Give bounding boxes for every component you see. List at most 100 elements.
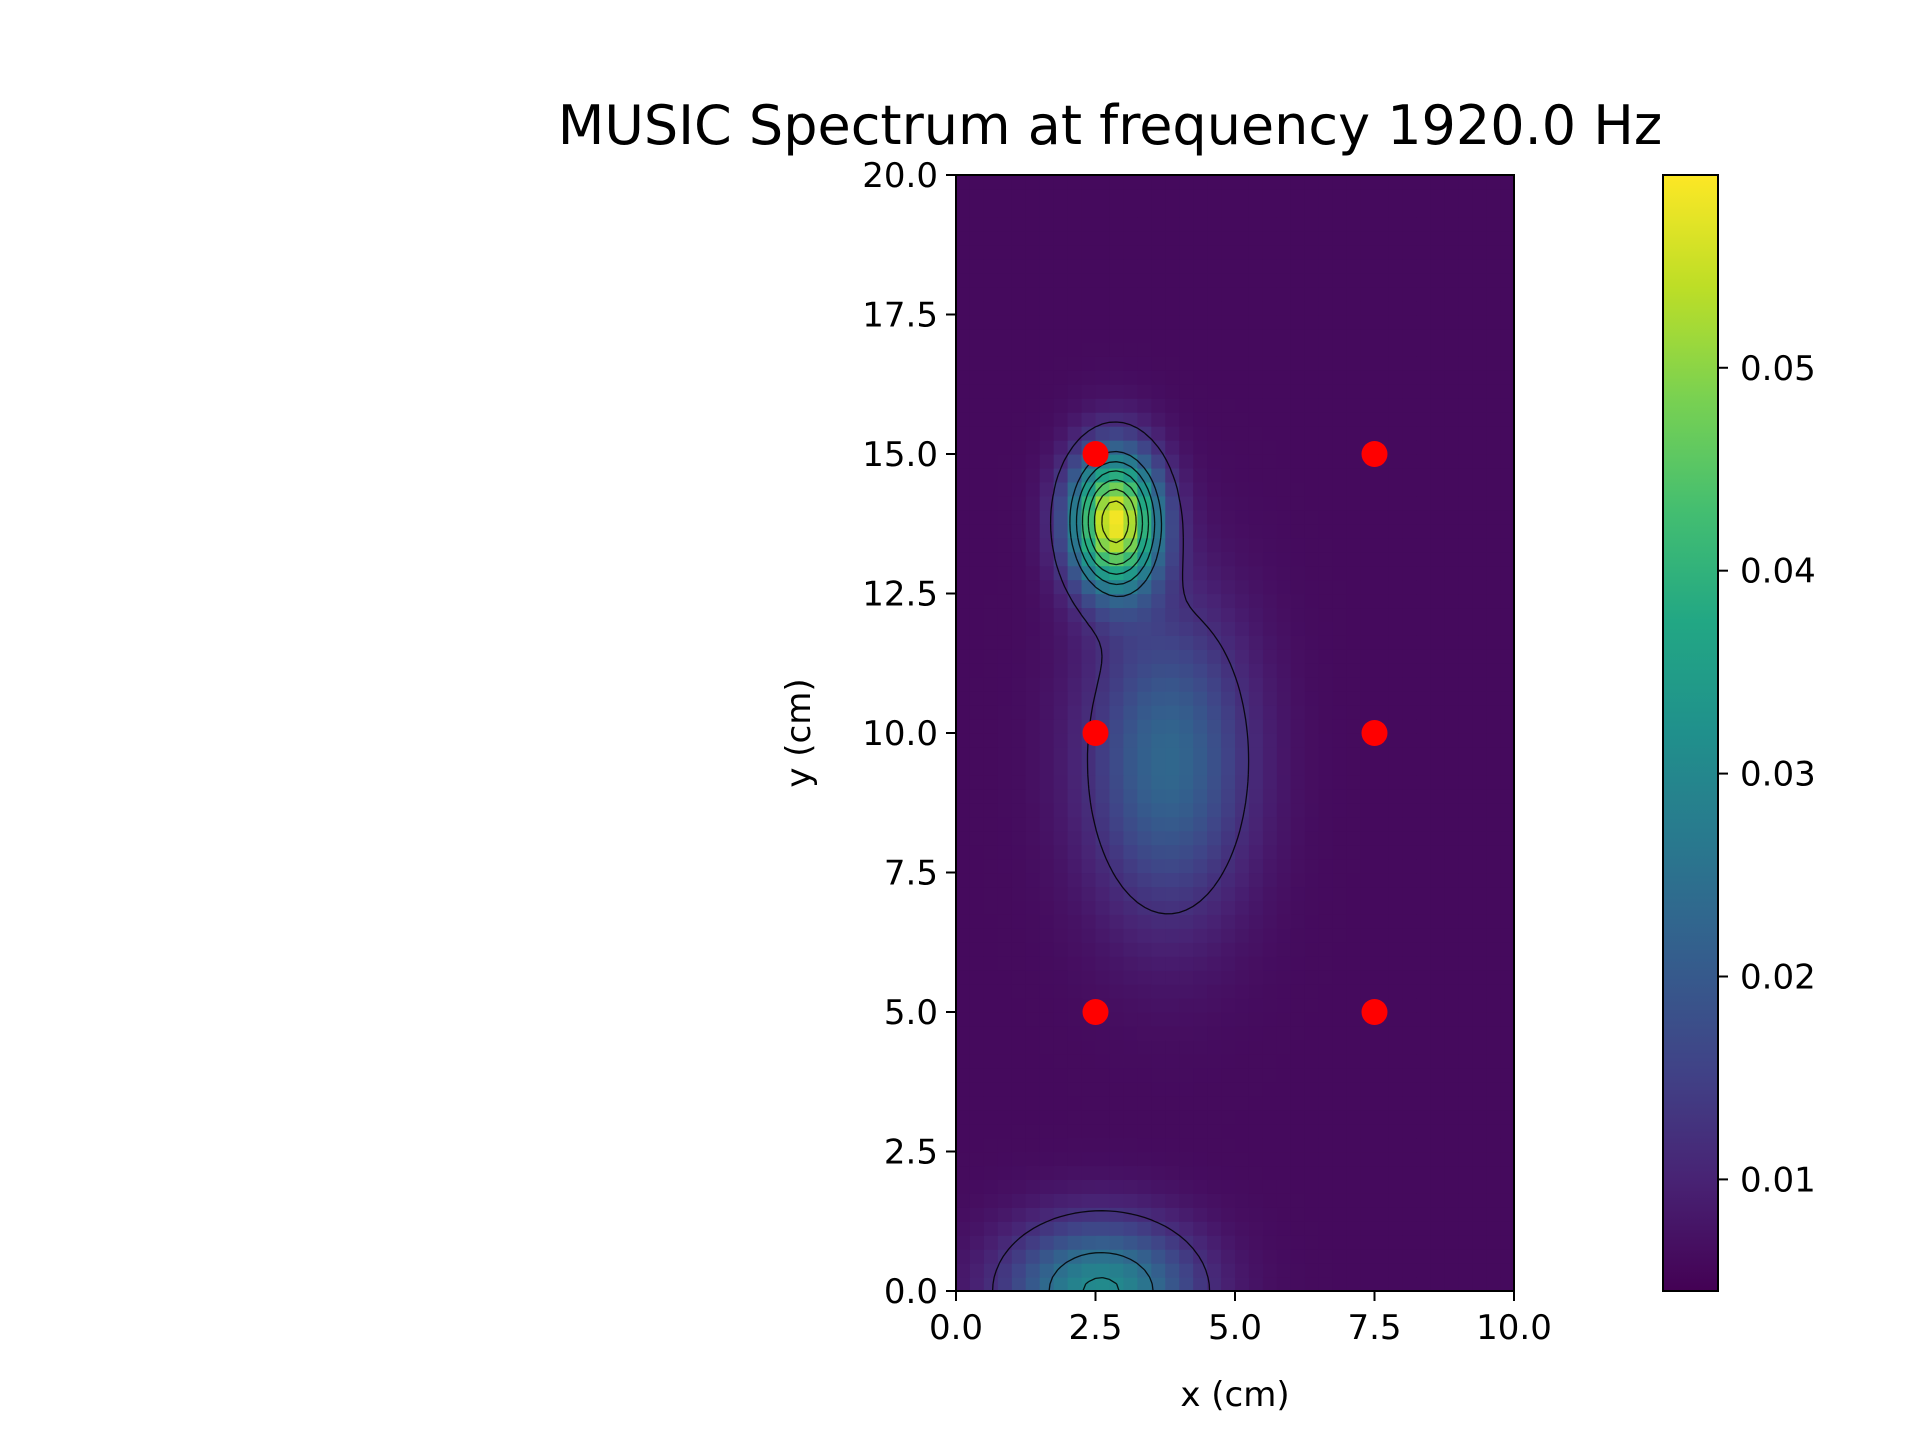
heatmap-cell [1109,858,1124,874]
heatmap-cell [1374,830,1390,846]
heatmap-cell [1318,1012,1334,1027]
heatmap-cell [1332,691,1348,706]
heatmap-cell [1304,412,1320,427]
heatmap-cell [1500,802,1515,818]
heatmap-cell [1374,802,1390,818]
heatmap-cell [1346,314,1362,330]
heatmap-cell [1290,788,1306,804]
heatmap-cell [1360,788,1376,804]
heatmap-cell [1304,886,1320,901]
heatmap-cell [1290,188,1306,204]
heatmap-cell [997,942,1013,957]
heatmap-cell [1081,984,1097,999]
heatmap-cell [1067,286,1083,302]
heatmap-cell [1318,858,1334,874]
heatmap-cell [1123,635,1138,650]
heatmap-cell [1304,1165,1320,1180]
heatmap-cell [1011,342,1027,357]
heatmap-cell [1179,454,1194,469]
heatmap-cell [1444,998,1459,1013]
heatmap-cell [1039,328,1055,343]
heatmap-cell [1332,719,1348,734]
heatmap-cell [1472,844,1487,860]
heatmap-cell [1039,886,1055,901]
heatmap-cell [1262,509,1278,525]
heatmap-cell [1193,1235,1208,1250]
heatmap-cell [1262,1151,1278,1167]
heatmap-cell [983,188,999,204]
heatmap-cell [1290,649,1306,664]
heatmap-cell [1276,956,1292,971]
heatmap-cell [1235,398,1250,413]
heatmap-cell [1346,481,1362,497]
heatmap-cell [1360,621,1376,636]
heatmap-cell [1486,175,1501,190]
heatmap-cell [1151,802,1166,818]
heatmap-cell [1193,858,1208,874]
heatmap-cell [1151,412,1166,427]
heatmap-cell [1151,607,1166,622]
heatmap-cell [956,677,971,692]
heatmap-cell [1416,495,1431,511]
heatmap-cell [1430,314,1445,330]
colorbar [1662,174,1719,1292]
heatmap-cell [1276,175,1292,190]
heatmap-cell [1137,970,1152,985]
heatmap-cell [1472,733,1487,748]
heatmap-cell [1346,649,1362,664]
heatmap-cell [1235,998,1250,1013]
heatmap-cell [1137,300,1152,316]
heatmap-cell [1039,942,1055,957]
heatmap-cell [1430,1151,1445,1167]
heatmap-cell [1374,300,1390,316]
heatmap-cell [1137,1277,1152,1292]
heatmap-cell [1290,1277,1306,1292]
heatmap-cell [1360,914,1376,929]
heatmap-cell [1276,328,1292,343]
heatmap-cell [1081,705,1097,720]
heatmap-cell [1402,1235,1417,1250]
heatmap-cell [1123,188,1138,204]
heatmap-cell [1025,802,1041,818]
heatmap-cell [1207,1081,1222,1097]
heatmap-cell [1444,1151,1459,1167]
heatmap-cell [1151,928,1166,943]
heatmap-cell [1179,733,1194,748]
heatmap-cell [1388,1039,1403,1055]
heatmap-cell [1193,1179,1208,1194]
heatmap-cell [1500,440,1515,455]
heatmap-cell [1067,635,1083,650]
heatmap-cell [1290,523,1306,539]
heatmap-cell [1095,565,1111,581]
heatmap-cell [1039,705,1055,720]
heatmap-cell [1290,370,1306,385]
heatmap-cell [1179,1081,1194,1097]
heatmap-cell [1304,565,1320,581]
heatmap-cell [1416,202,1431,218]
heatmap-cell [1151,1081,1166,1097]
heatmap-cell [1011,216,1027,232]
heatmap-cell [1332,774,1348,790]
heatmap-cell [1472,1095,1487,1111]
heatmap-cell [1346,1249,1362,1264]
heatmap-cell [1360,565,1376,581]
heatmap-cell [1486,984,1501,999]
heatmap-cell [1402,342,1417,357]
heatmap-cell [1318,774,1334,790]
heatmap-cell [1109,593,1124,609]
heatmap-cell [1109,412,1124,427]
heatmap-cell [983,760,999,776]
heatmap-cell [1011,788,1027,804]
heatmap-cell [1444,816,1459,832]
heatmap-cell [1360,1109,1376,1125]
heatmap-cell [1123,1193,1138,1208]
heatmap-cell [1095,286,1111,302]
heatmap-cell [1123,342,1138,357]
heatmap-cell [1207,300,1222,316]
heatmap-cell [1444,760,1459,776]
heatmap-cell [1081,551,1097,567]
heatmap-cell [956,1025,971,1041]
heatmap-cell [1304,984,1320,999]
heatmap-cell [956,523,971,539]
heatmap-cell [1458,384,1473,399]
